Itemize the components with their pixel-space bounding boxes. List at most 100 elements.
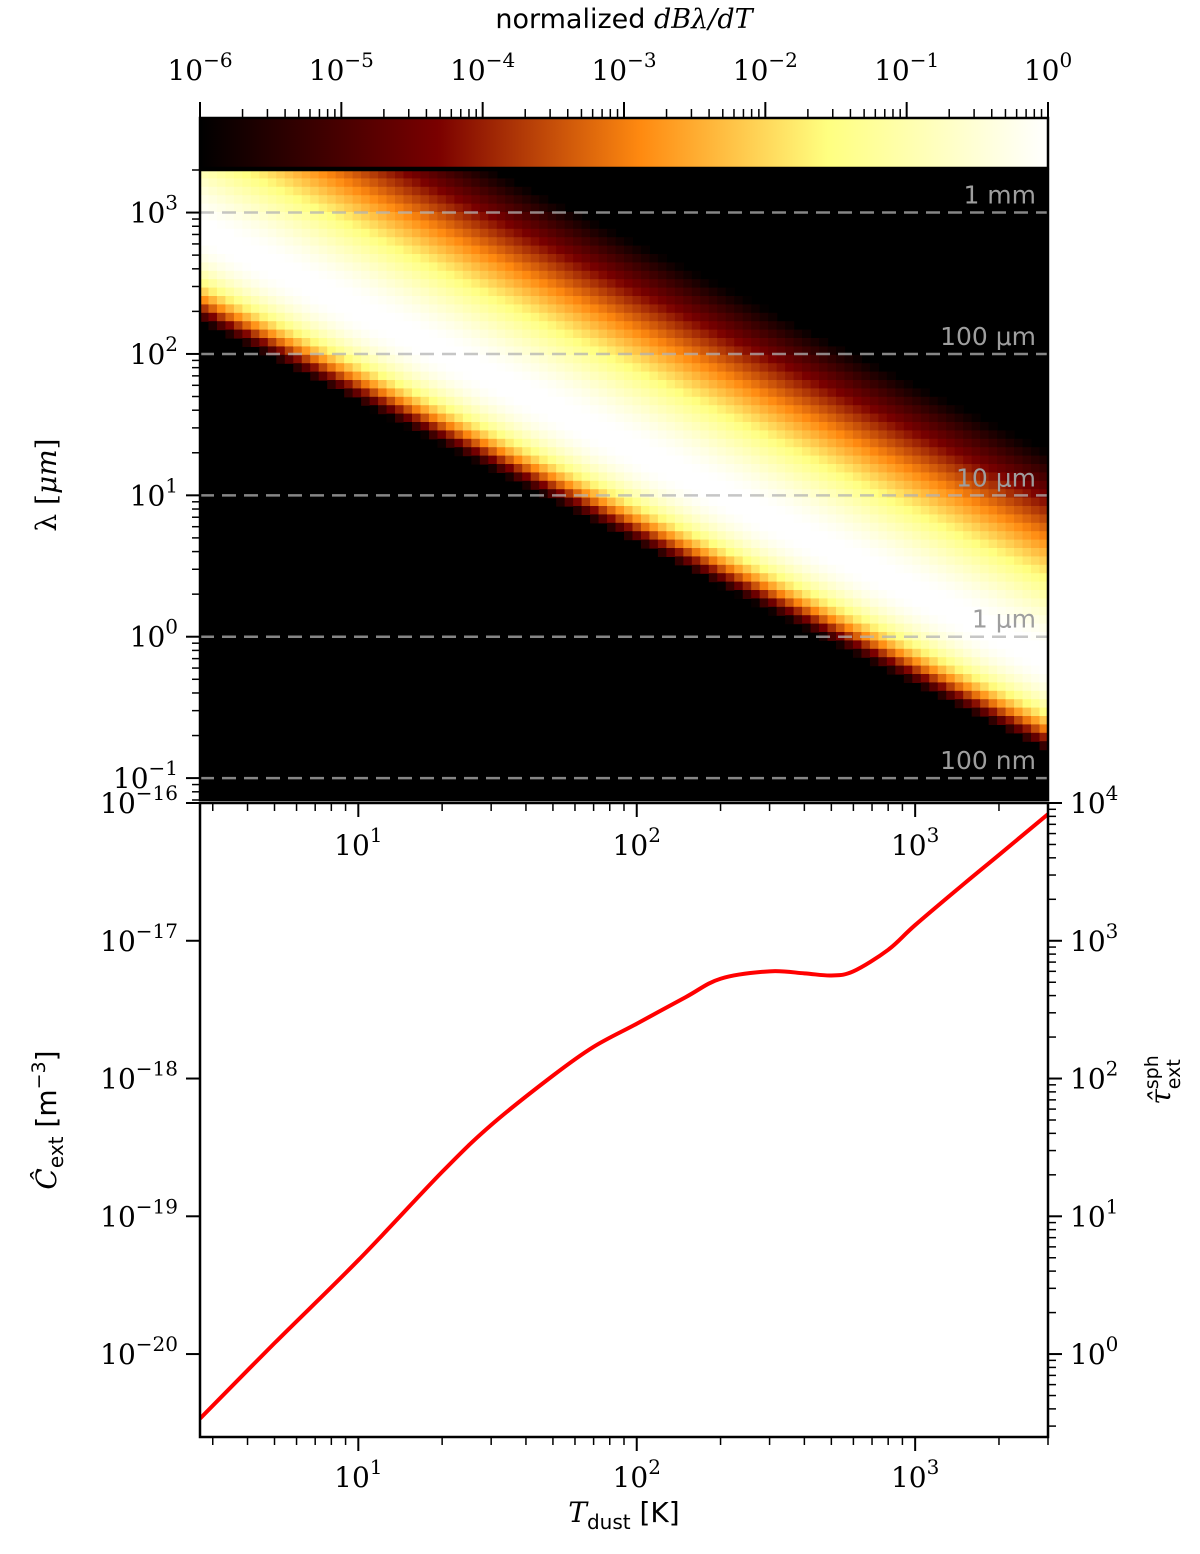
heatmap-cell [242,304,252,314]
heatmap-cell [318,296,328,305]
heatmap-cell [768,598,778,608]
heatmap-cell [768,464,778,473]
heatmap-cell [920,522,930,532]
heatmap-cell [844,606,854,616]
heatmap-cell [428,312,439,322]
heatmap-cell [632,346,642,356]
heatmap-cell [725,548,735,557]
heatmap-cell [649,438,659,448]
heatmap-cell [632,279,642,289]
heatmap-cell [895,657,905,667]
heatmap-cell [547,296,557,305]
heatmap-cell [293,228,303,238]
heatmap-cell [488,354,498,364]
heatmap-cell [310,354,320,364]
heatmap-cell [301,254,311,263]
heatmap-cell [556,396,566,406]
heatmap-cell [1022,447,1032,457]
heatmap-cell [369,212,379,221]
heatmap-cell [395,296,405,305]
heatmap-cell [522,430,532,440]
heatmap-cell [810,506,820,515]
heatmap-cell [971,497,981,507]
heatmap-cell [691,430,701,440]
heatmap-cell [581,287,591,297]
heatmap-cell [988,497,998,507]
heatmap-cell [895,522,905,532]
heatmap-cell [852,514,863,524]
heatmap-cell [776,447,786,457]
heatmap-cell [598,447,608,457]
heatmap-cell [759,321,769,331]
heatmap-cell [725,464,735,473]
heatmap-cell [208,186,218,196]
heatmap-cell [929,590,939,599]
heatmap-cell [335,321,345,331]
heatmap-cell [691,304,701,314]
heatmap-cell [496,321,506,331]
heatmap-cell [505,321,515,331]
heatmap-cell [742,304,752,314]
heatmap-cell [895,632,905,641]
heatmap-cell [1031,590,1041,599]
heatmap-cell [819,455,829,465]
heatmap-cell [666,388,676,398]
heatmap-cell [327,203,337,213]
heatmap-cell [963,455,973,465]
heatmap-cell [607,354,617,364]
heatmap-cell [615,480,625,490]
heatmap-cell [759,312,769,322]
heatmap-cell [785,556,795,566]
heatmap-cell [793,464,803,473]
heatmap-cell [742,380,752,389]
heatmap-cell [462,430,472,440]
heatmap-cell [488,195,498,205]
heatmap-cell [827,506,837,515]
heatmap-cell [420,422,430,431]
heatmap-cell [929,556,939,566]
heatmap-cell [886,539,896,549]
heatmap-cell [963,413,973,423]
heatmap-cell [412,178,422,188]
heatmap-cell [615,329,625,339]
heatmap-cell [700,329,710,339]
heatmap-cell [954,539,964,549]
heatmap-cell [352,228,362,238]
heatmap-cell [785,480,795,490]
line-x-tick-label-top: 102 [613,823,661,862]
heatmap-cell [581,388,591,398]
heatmap-cell [852,489,863,499]
heatmap-cell [912,657,922,667]
heatmap-cell [412,237,422,247]
heatmap-cell [734,556,744,566]
heatmap-cell [607,438,617,448]
heatmap-cell [216,262,227,272]
heatmap-cell [471,296,481,305]
heatmap-cell [742,354,752,364]
heatmap-cell [852,606,863,616]
heatmap-cell [259,296,269,305]
heatmap-cell [988,707,998,717]
heatmap-cell [971,430,981,440]
heatmap-cell [649,413,659,423]
heatmap-cell [1022,640,1032,650]
heatmap-cell [657,371,667,381]
heatmap-cell [352,212,362,221]
colorbar-tick-label: 100 [1024,48,1072,87]
heatmap-cell [963,674,973,683]
heatmap-cell [615,279,625,289]
heatmap-cell [624,447,634,457]
heatmap-cell [437,186,447,196]
heatmap-cell [844,413,854,423]
heatmap-cell [954,640,964,650]
heatmap-cell [827,497,837,507]
heatmap-cell [200,304,210,314]
heatmap-cell [869,598,879,608]
heatmap-cell [276,338,286,347]
heatmap-cell [742,506,752,515]
heatmap-cell [530,346,540,356]
heatmap-cell [971,699,981,709]
heatmap-cell [768,329,778,339]
heatmap-cell [980,648,990,658]
heatmap-cell [615,422,625,431]
